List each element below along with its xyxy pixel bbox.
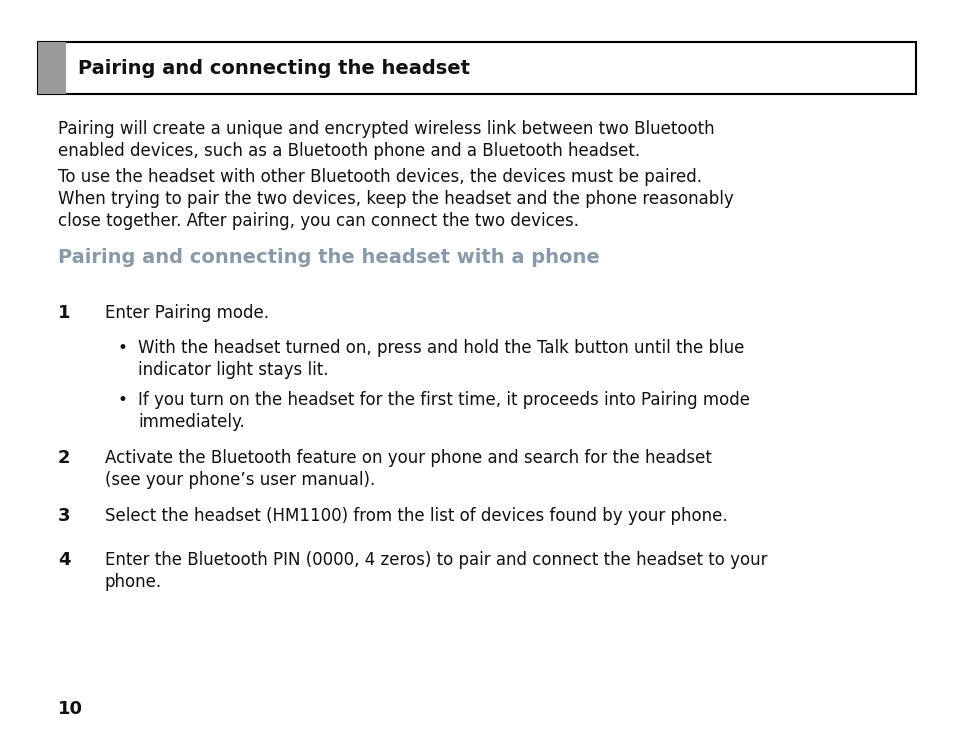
Text: 3: 3 xyxy=(58,507,71,525)
Text: If you turn on the headset for the first time, it proceeds into Pairing mode: If you turn on the headset for the first… xyxy=(138,391,749,409)
Text: When trying to pair the two devices, keep the headset and the phone reasonably: When trying to pair the two devices, kee… xyxy=(58,190,733,208)
Bar xyxy=(38,42,915,94)
Text: close together. After pairing, you can connect the two devices.: close together. After pairing, you can c… xyxy=(58,212,578,230)
Text: With the headset turned on, press and hold the Talk button until the blue: With the headset turned on, press and ho… xyxy=(138,339,743,357)
Text: 10: 10 xyxy=(58,700,83,718)
Text: 4: 4 xyxy=(58,551,71,569)
Bar xyxy=(38,42,66,94)
Text: immediately.: immediately. xyxy=(138,413,245,431)
Text: phone.: phone. xyxy=(105,573,162,591)
Text: To use the headset with other Bluetooth devices, the devices must be paired.: To use the headset with other Bluetooth … xyxy=(58,168,701,186)
Text: Activate the Bluetooth feature on your phone and search for the headset: Activate the Bluetooth feature on your p… xyxy=(105,449,711,467)
Text: •: • xyxy=(118,339,128,357)
Text: indicator light stays lit.: indicator light stays lit. xyxy=(138,361,328,379)
Text: Pairing and connecting the headset: Pairing and connecting the headset xyxy=(78,59,470,77)
Text: Enter Pairing mode.: Enter Pairing mode. xyxy=(105,304,269,322)
Text: enabled devices, such as a Bluetooth phone and a Bluetooth headset.: enabled devices, such as a Bluetooth pho… xyxy=(58,142,639,160)
Text: Select the headset (HM1100) from the list of devices found by your phone.: Select the headset (HM1100) from the lis… xyxy=(105,507,727,525)
Text: (see your phone’s user manual).: (see your phone’s user manual). xyxy=(105,471,375,489)
Text: 2: 2 xyxy=(58,449,71,467)
Text: 1: 1 xyxy=(58,304,71,322)
Text: Enter the Bluetooth PIN (0000, 4 zeros) to pair and connect the headset to your: Enter the Bluetooth PIN (0000, 4 zeros) … xyxy=(105,551,767,569)
Text: Pairing will create a unique and encrypted wireless link between two Bluetooth: Pairing will create a unique and encrypt… xyxy=(58,120,714,138)
Text: Pairing and connecting the headset with a phone: Pairing and connecting the headset with … xyxy=(58,248,599,267)
Text: •: • xyxy=(118,391,128,409)
